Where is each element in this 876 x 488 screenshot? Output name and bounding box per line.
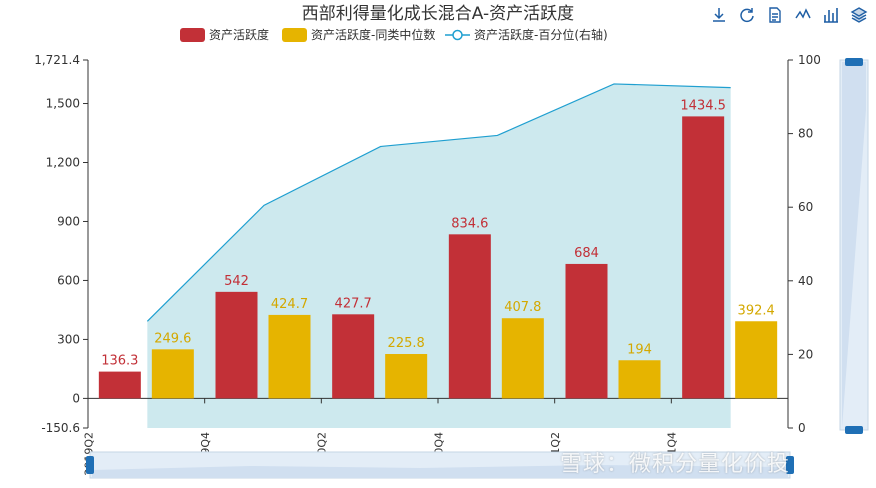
zoom-preview-right [842, 62, 866, 428]
y-left-tick-label: 0 [72, 391, 80, 405]
y-right-tick-label: 80 [798, 127, 813, 141]
bar-activity[interactable] [682, 116, 725, 399]
bar-activity-label: 542 [224, 274, 249, 289]
watermark: 雪球：微积分量化价投 [560, 452, 791, 477]
bar-median-label: 407.8 [504, 300, 541, 315]
y-right-tick-label: 20 [798, 347, 813, 361]
download-icon[interactable] [710, 6, 728, 24]
bar-median-label: 249.6 [154, 331, 191, 346]
stack-icon[interactable] [850, 6, 868, 24]
legend[interactable]: 资产活跃度 资产活跃度-同类中位数 资产活跃度-百分位(右轴) [180, 27, 608, 42]
legend-label: 资产活跃度-同类中位数 [311, 27, 435, 42]
bar-median-label: 225.8 [388, 336, 425, 351]
data-zoom[interactable] [86, 58, 869, 479]
data-view-icon[interactable] [766, 6, 784, 24]
toolbar [710, 6, 868, 24]
bar-median-label: 392.4 [738, 303, 775, 318]
y-left-tick-label: 300 [57, 332, 80, 346]
y-left-tick-label: 600 [57, 273, 80, 287]
legend-label: 资产活跃度-百分位(右轴) [474, 27, 608, 42]
y-left-tick-label: 1,500 [46, 97, 80, 111]
bar-activity-label: 1434.5 [680, 98, 726, 113]
y-right-tick-label: 40 [798, 274, 813, 288]
y-left-tick-label: -150.6 [41, 421, 80, 435]
y-right-tick-label: 0 [798, 421, 806, 435]
percentile-line [146, 83, 731, 322]
bar-activity-label: 684 [574, 246, 599, 261]
bar-activity[interactable] [448, 234, 491, 399]
legend-label: 资产活跃度 [209, 27, 269, 42]
legend-item[interactable]: 资产活跃度 [180, 27, 269, 42]
bar-median-label: 194 [627, 342, 652, 357]
legend-item[interactable]: 资产活跃度-同类中位数 [282, 27, 435, 42]
zoom-handle-right[interactable] [786, 456, 794, 474]
y-left-tick-label: 900 [57, 214, 80, 228]
zoom-handle-bottom[interactable] [845, 426, 863, 434]
zoom-preview-bottom [92, 465, 788, 478]
bar-median[interactable] [151, 349, 194, 399]
legend-swatch-marker [452, 29, 463, 41]
zoom-handle-left[interactable] [86, 456, 94, 474]
y-left-tick-label: 1,721.4 [34, 53, 80, 67]
y-right-tick-label: 60 [798, 200, 813, 214]
bar-median-label: 424.7 [271, 297, 308, 312]
legend-swatch [282, 28, 307, 42]
bar-activity[interactable] [332, 314, 375, 399]
plot-area: -150.6 0 300 600 900 1,200 1,500 1,721.4 0 20 40 60… [34, 53, 821, 476]
y-right-tick-label: 100 [798, 53, 821, 67]
bar-activity-label: 136.3 [101, 354, 138, 369]
bar-median[interactable] [735, 321, 778, 399]
bar-activity-label: 427.7 [335, 296, 372, 311]
y-left-tick-label: 1,200 [46, 155, 80, 169]
zoom-handle-top[interactable] [845, 58, 863, 66]
bar-median[interactable] [618, 360, 661, 399]
bar-activity[interactable] [98, 371, 141, 399]
bar-activity[interactable] [215, 291, 258, 399]
line-chart-icon[interactable] [794, 6, 812, 24]
bar-median[interactable] [268, 314, 311, 399]
legend-swatch [180, 28, 205, 42]
bar-activity-label: 834.6 [451, 216, 488, 231]
refresh-icon[interactable] [738, 6, 756, 24]
chart-title: 西部利得量化成长混合A-资产活跃度 [302, 4, 574, 24]
bar-chart-icon[interactable] [822, 6, 840, 24]
legend-item[interactable]: 资产活跃度-百分位(右轴) [445, 27, 608, 42]
bar-median[interactable] [501, 318, 544, 399]
bar-median[interactable] [385, 354, 428, 399]
bar-activity[interactable] [565, 263, 608, 399]
